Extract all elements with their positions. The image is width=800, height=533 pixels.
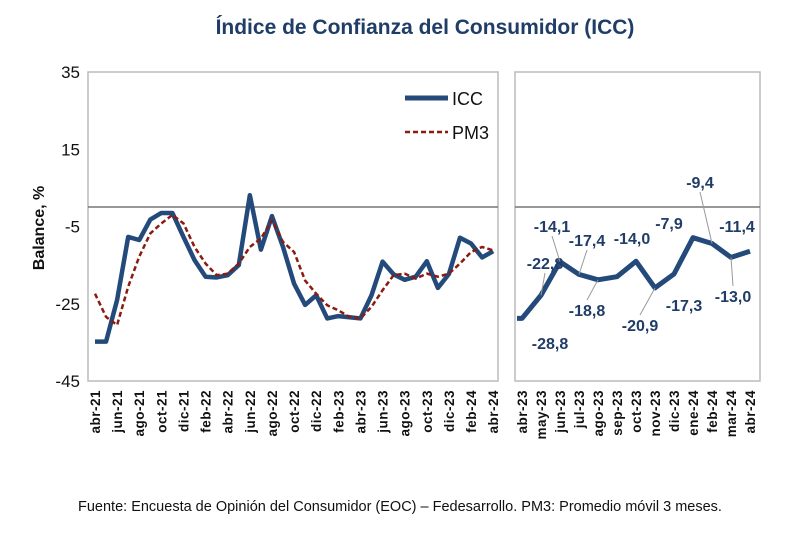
x-tick-label: abr-24 [486,390,501,434]
x-tick-label: ago-23 [398,390,413,437]
x-tick-label: feb-24 [705,390,720,433]
leader-line [699,191,713,244]
x-tick-label: nov-23 [648,390,663,437]
line-icc [95,192,495,344]
y-tick-label: 35 [61,63,80,82]
x-tick-label: oct-21 [154,390,169,433]
x-tick-label: ago-22 [265,390,280,437]
leader-line [540,272,546,296]
x-tick-label: dic-23 [442,390,457,432]
line-pm3 [93,213,494,327]
chart-title: Índice de Confianza del Consumidor (ICC) [216,16,635,39]
x-tick-label: ago-21 [132,390,147,437]
series-lines [93,192,751,344]
x-tick-label: may-23 [534,390,549,440]
x-tick-label: sep-23 [610,390,625,436]
x-tick-label: dic-21 [176,390,191,432]
x-tick-label: oct-23 [420,390,435,433]
y-axis-label: Balance, % [31,186,48,270]
x-tick-label: feb-22 [199,390,214,433]
x-axis-ticks: abr-21 jun-21 ago-21 oct-21 dic-21 feb-22 abr-… [88,390,758,440]
leader-line [578,249,588,275]
y-axis-ticks: 35 15 -5 -25 -45 [55,63,80,391]
x-tick-label: dic-22 [309,390,324,432]
y-tick-label: -5 [65,218,80,237]
x-tick-label: ago-23 [591,390,606,437]
data-label: -14,0 [614,231,651,248]
leader-line [639,287,656,316]
leader-line [730,257,734,287]
x-tick-label: feb-23 [331,390,346,433]
data-label: -20,9 [622,318,659,335]
line-icc-recent [517,235,751,321]
leader-line [551,235,561,262]
data-label: -11,4 [719,219,755,236]
x-tick-label: abr-21 [88,390,103,434]
data-label: -17,3 [666,298,703,315]
x-tick-label: abr-23 [515,390,530,434]
leader-line [586,279,599,301]
data-label: -14,1 [534,219,571,236]
x-tick-label: jul-23 [572,390,587,429]
data-label: -28,8 [532,336,569,353]
x-tick-label: jun-21 [110,390,125,434]
x-tick-label: abr-22 [221,390,236,434]
data-label: -9,4 [686,175,714,192]
data-label: -22,8 [527,256,564,273]
x-tick-label: jun-22 [243,390,258,434]
data-labels: -28,8 -22,8 -14,1-17,4 -18,8 -14,0 -20,9 -17,3… [527,175,755,353]
x-tick-label: feb-24 [464,390,479,433]
data-label: -18,8 [569,303,606,320]
source-note: Fuente: Encuesta de Opinión del Consumid… [78,499,722,515]
x-tick-label: jun-23 [376,390,391,434]
legend-icc-label: ICC [452,89,483,109]
x-tick-label: oct-23 [629,390,644,433]
x-tick-label: ene-24 [686,390,701,436]
left-plot-frame [87,71,499,382]
x-tick-label: abr-24 [743,390,758,434]
right-plot-frame [514,71,761,382]
legend: ICC PM3 [405,89,489,143]
legend-pm3-label: PM3 [452,123,489,143]
x-tick-label: dic-23 [667,390,682,432]
data-label: -17,4 [569,233,606,250]
y-tick-label: -45 [55,372,80,391]
y-tick-label: 15 [61,140,80,159]
data-label: -13,0 [715,289,752,306]
x-tick-label: mar-24 [724,390,739,437]
y-tick-label: -25 [55,295,80,314]
x-tick-label: abr-23 [353,390,368,434]
x-tick-label: oct-22 [287,390,302,433]
x-tick-label: jun-23 [553,390,568,434]
data-label: -7,9 [655,216,683,233]
